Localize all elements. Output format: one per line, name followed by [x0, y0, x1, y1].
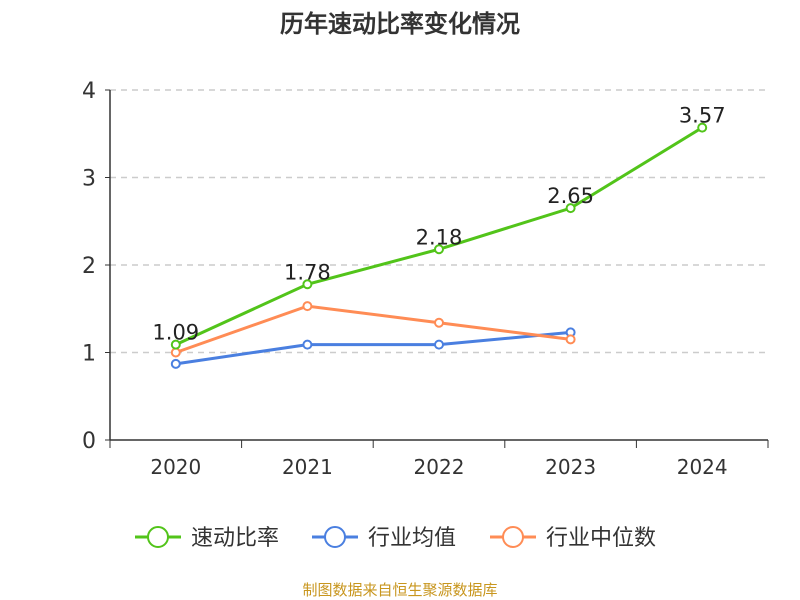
data-point [302, 301, 313, 312]
chart-title: 历年速动比率变化情况 [280, 10, 520, 38]
legend-marker [502, 526, 524, 548]
y-tick-label: 0 [82, 429, 96, 454]
legend-label: 行业均值 [368, 526, 456, 551]
legend-label: 速动比率 [191, 526, 279, 551]
y-tick-label: 3 [82, 167, 96, 192]
series-line [175, 304, 571, 354]
data-point [434, 317, 444, 328]
data-point [170, 347, 181, 358]
y-tick-label: 1 [82, 342, 96, 367]
x-tick-label: 2023 [545, 455, 596, 479]
data-point [434, 339, 444, 350]
data-point [302, 279, 313, 290]
data-point [170, 339, 181, 350]
y-tick-label: 2 [82, 254, 96, 279]
data-point [302, 339, 313, 350]
data-point [697, 122, 708, 133]
x-tick-label: 2020 [150, 455, 201, 479]
data-point [565, 334, 576, 345]
x-tick-label: 2021 [282, 455, 333, 479]
data-point [170, 358, 181, 369]
data-point [565, 203, 576, 214]
legend-marker [147, 526, 169, 548]
data-label: 1.09 [152, 321, 199, 345]
data-label: 2.18 [416, 225, 463, 249]
data-label: 1.78 [284, 260, 331, 284]
data-label: 2.65 [547, 184, 594, 208]
x-tick-label: 2024 [677, 455, 728, 479]
x-tick-label: 2022 [414, 455, 465, 479]
legend-label: 行业中位数 [546, 526, 656, 551]
source-footer: 制图数据来自恒生聚源数据库 [302, 581, 497, 599]
data-point [434, 244, 444, 255]
y-tick-label: 4 [82, 79, 96, 104]
series-line [175, 330, 571, 366]
legend-marker [324, 526, 346, 548]
data-label: 3.57 [679, 104, 726, 128]
